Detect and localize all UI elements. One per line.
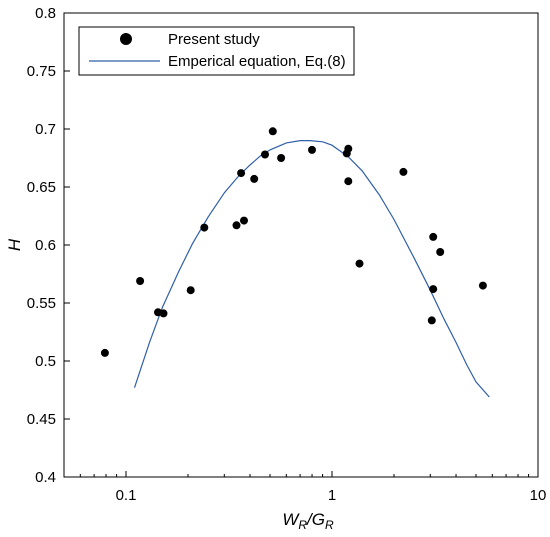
y-tick-label: 0.7	[35, 121, 56, 138]
data-point-10	[250, 174, 259, 183]
data-point-18	[355, 259, 364, 268]
data-point-2	[136, 277, 145, 285]
y-tick-label: 0.45	[27, 411, 56, 428]
data-point-16	[344, 144, 353, 153]
y-ticks: 0.4 0.45 0.5 0.55 0.6 0.65 0.7 0.75 0.8	[27, 5, 70, 486]
x-axis-title-sub2: R	[325, 518, 334, 532]
legend-label-empirical: Emperical equation, Eq.(8)	[168, 53, 346, 70]
x-ticks: 0.1 1 10	[63, 471, 547, 504]
data-point-22	[427, 316, 436, 325]
x-axis-title-sub1: R	[298, 518, 307, 532]
y-tick-label: 0.65	[27, 179, 56, 196]
y-tick-label: 0.8	[35, 5, 56, 22]
data-point-6	[200, 223, 209, 232]
y-tick-label: 0.5	[35, 353, 56, 370]
data-point-9	[240, 216, 248, 225]
data-point-13	[277, 154, 286, 162]
plot-area-frame	[63, 12, 539, 478]
legend-label-present-study: Present study	[168, 31, 260, 48]
data-point-21	[429, 285, 438, 294]
x-axis-title-w: W	[282, 510, 300, 529]
legend: Present study Emperical equation, Eq.(8)	[78, 26, 355, 76]
legend-marker-present-study	[120, 33, 132, 45]
data-point-24	[478, 281, 487, 290]
data-point-5	[186, 286, 195, 295]
data-point-11	[261, 150, 269, 159]
x-axis-title: WR/GR	[282, 510, 334, 532]
data-point-1	[100, 348, 109, 357]
data-point-14	[308, 145, 316, 154]
x-tick-label: 10	[530, 487, 547, 504]
data-point-7	[232, 221, 241, 230]
x-tick-label: 1	[328, 487, 336, 504]
y-tick-label: 0.4	[35, 469, 56, 486]
empirical-curve-line	[133, 140, 490, 398]
data-point-17	[344, 177, 353, 186]
empirical-curve-layer	[133, 140, 490, 398]
data-point-8	[237, 169, 246, 178]
data-points-layer	[100, 127, 487, 357]
data-point-4	[159, 309, 168, 318]
y-tick-label: 0.75	[27, 63, 56, 80]
data-point-23	[436, 248, 445, 256]
y-axis-title: H	[5, 238, 24, 251]
data-point-20	[429, 232, 438, 241]
x-axis-title-sep: /G	[306, 510, 325, 529]
y-tick-label: 0.6	[35, 237, 56, 254]
y-tick-label: 0.55	[27, 295, 56, 312]
x-tick-label: 0.1	[116, 487, 137, 504]
data-point-19	[399, 167, 408, 176]
data-point-12	[268, 127, 277, 136]
